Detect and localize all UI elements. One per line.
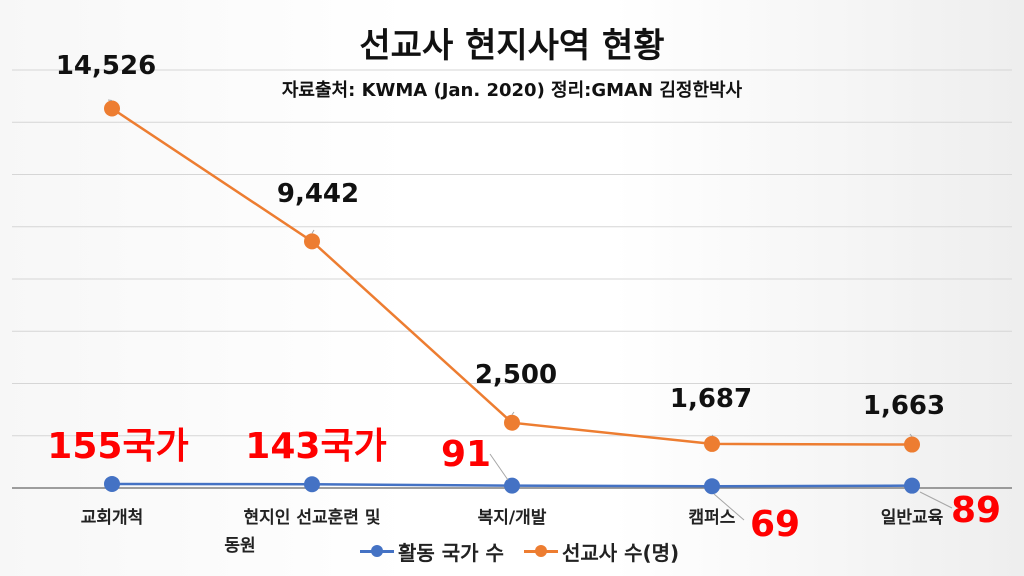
point-countries (904, 477, 920, 494)
x-tick-label: 복지/개발 (478, 508, 547, 528)
point-countries (304, 476, 320, 493)
point-missionaries (104, 100, 120, 117)
data-label-missionaries: 14,526 (56, 51, 156, 81)
data-label-countries: 155국가 (47, 426, 188, 467)
series-line-missionaries (111, 107, 913, 446)
leader-line-countries (489, 453, 509, 481)
leader-line-missionaries (909, 433, 913, 437)
leader-line-missionaries (311, 229, 315, 234)
legend-swatch-countries (360, 544, 394, 558)
leader-line-missionaries (107, 99, 113, 102)
chart-subtitle: 자료출처: KWMA (Jan. 2020) 정리:GMAN 김정한박사 (281, 80, 743, 101)
data-label-missionaries: 1,687 (670, 384, 752, 414)
x-tick-label: 일반교육 (881, 508, 944, 528)
chart-title: 선교사 현지사역 현황 (359, 26, 665, 66)
data-label-countries: 91 (441, 434, 491, 475)
leader-line-missionaries (511, 411, 515, 415)
x-tick-label: 교회개척 (81, 508, 144, 528)
legend: 활동 국가 수 선교사 수(명) (360, 536, 679, 566)
x-tick-label: 캠퍼스 (689, 508, 736, 528)
leader-line-countries (919, 491, 953, 509)
data-label-countries: 89 (951, 490, 1001, 531)
legend-label-countries: 활동 국가 수 (398, 540, 504, 565)
x-tick-label: 현지인 선교훈련 및 동원 (224, 507, 380, 556)
data-label-missionaries: 2,500 (475, 360, 557, 390)
point-missionaries (504, 414, 520, 431)
legend-label-missionaries: 선교사 수(명) (561, 540, 680, 565)
data-label-countries: 69 (750, 504, 800, 545)
point-countries (104, 475, 120, 492)
data-label-missionaries: 9,442 (277, 179, 359, 209)
point-countries (704, 478, 720, 495)
data-label-missionaries: 1,663 (863, 391, 945, 421)
point-missionaries (704, 435, 720, 452)
point-missionaries (304, 233, 320, 250)
data-label-countries: 143국가 (245, 426, 386, 467)
leader-line-missionaries (711, 434, 714, 437)
leader-line-countries (713, 493, 745, 521)
point-countries (504, 477, 520, 494)
legend-item-countries: 활동 국가 수 (360, 537, 504, 566)
legend-swatch-missionaries (523, 544, 558, 558)
legend-item-missionaries: 선교사 수(명) (523, 537, 680, 566)
point-missionaries (904, 436, 920, 453)
